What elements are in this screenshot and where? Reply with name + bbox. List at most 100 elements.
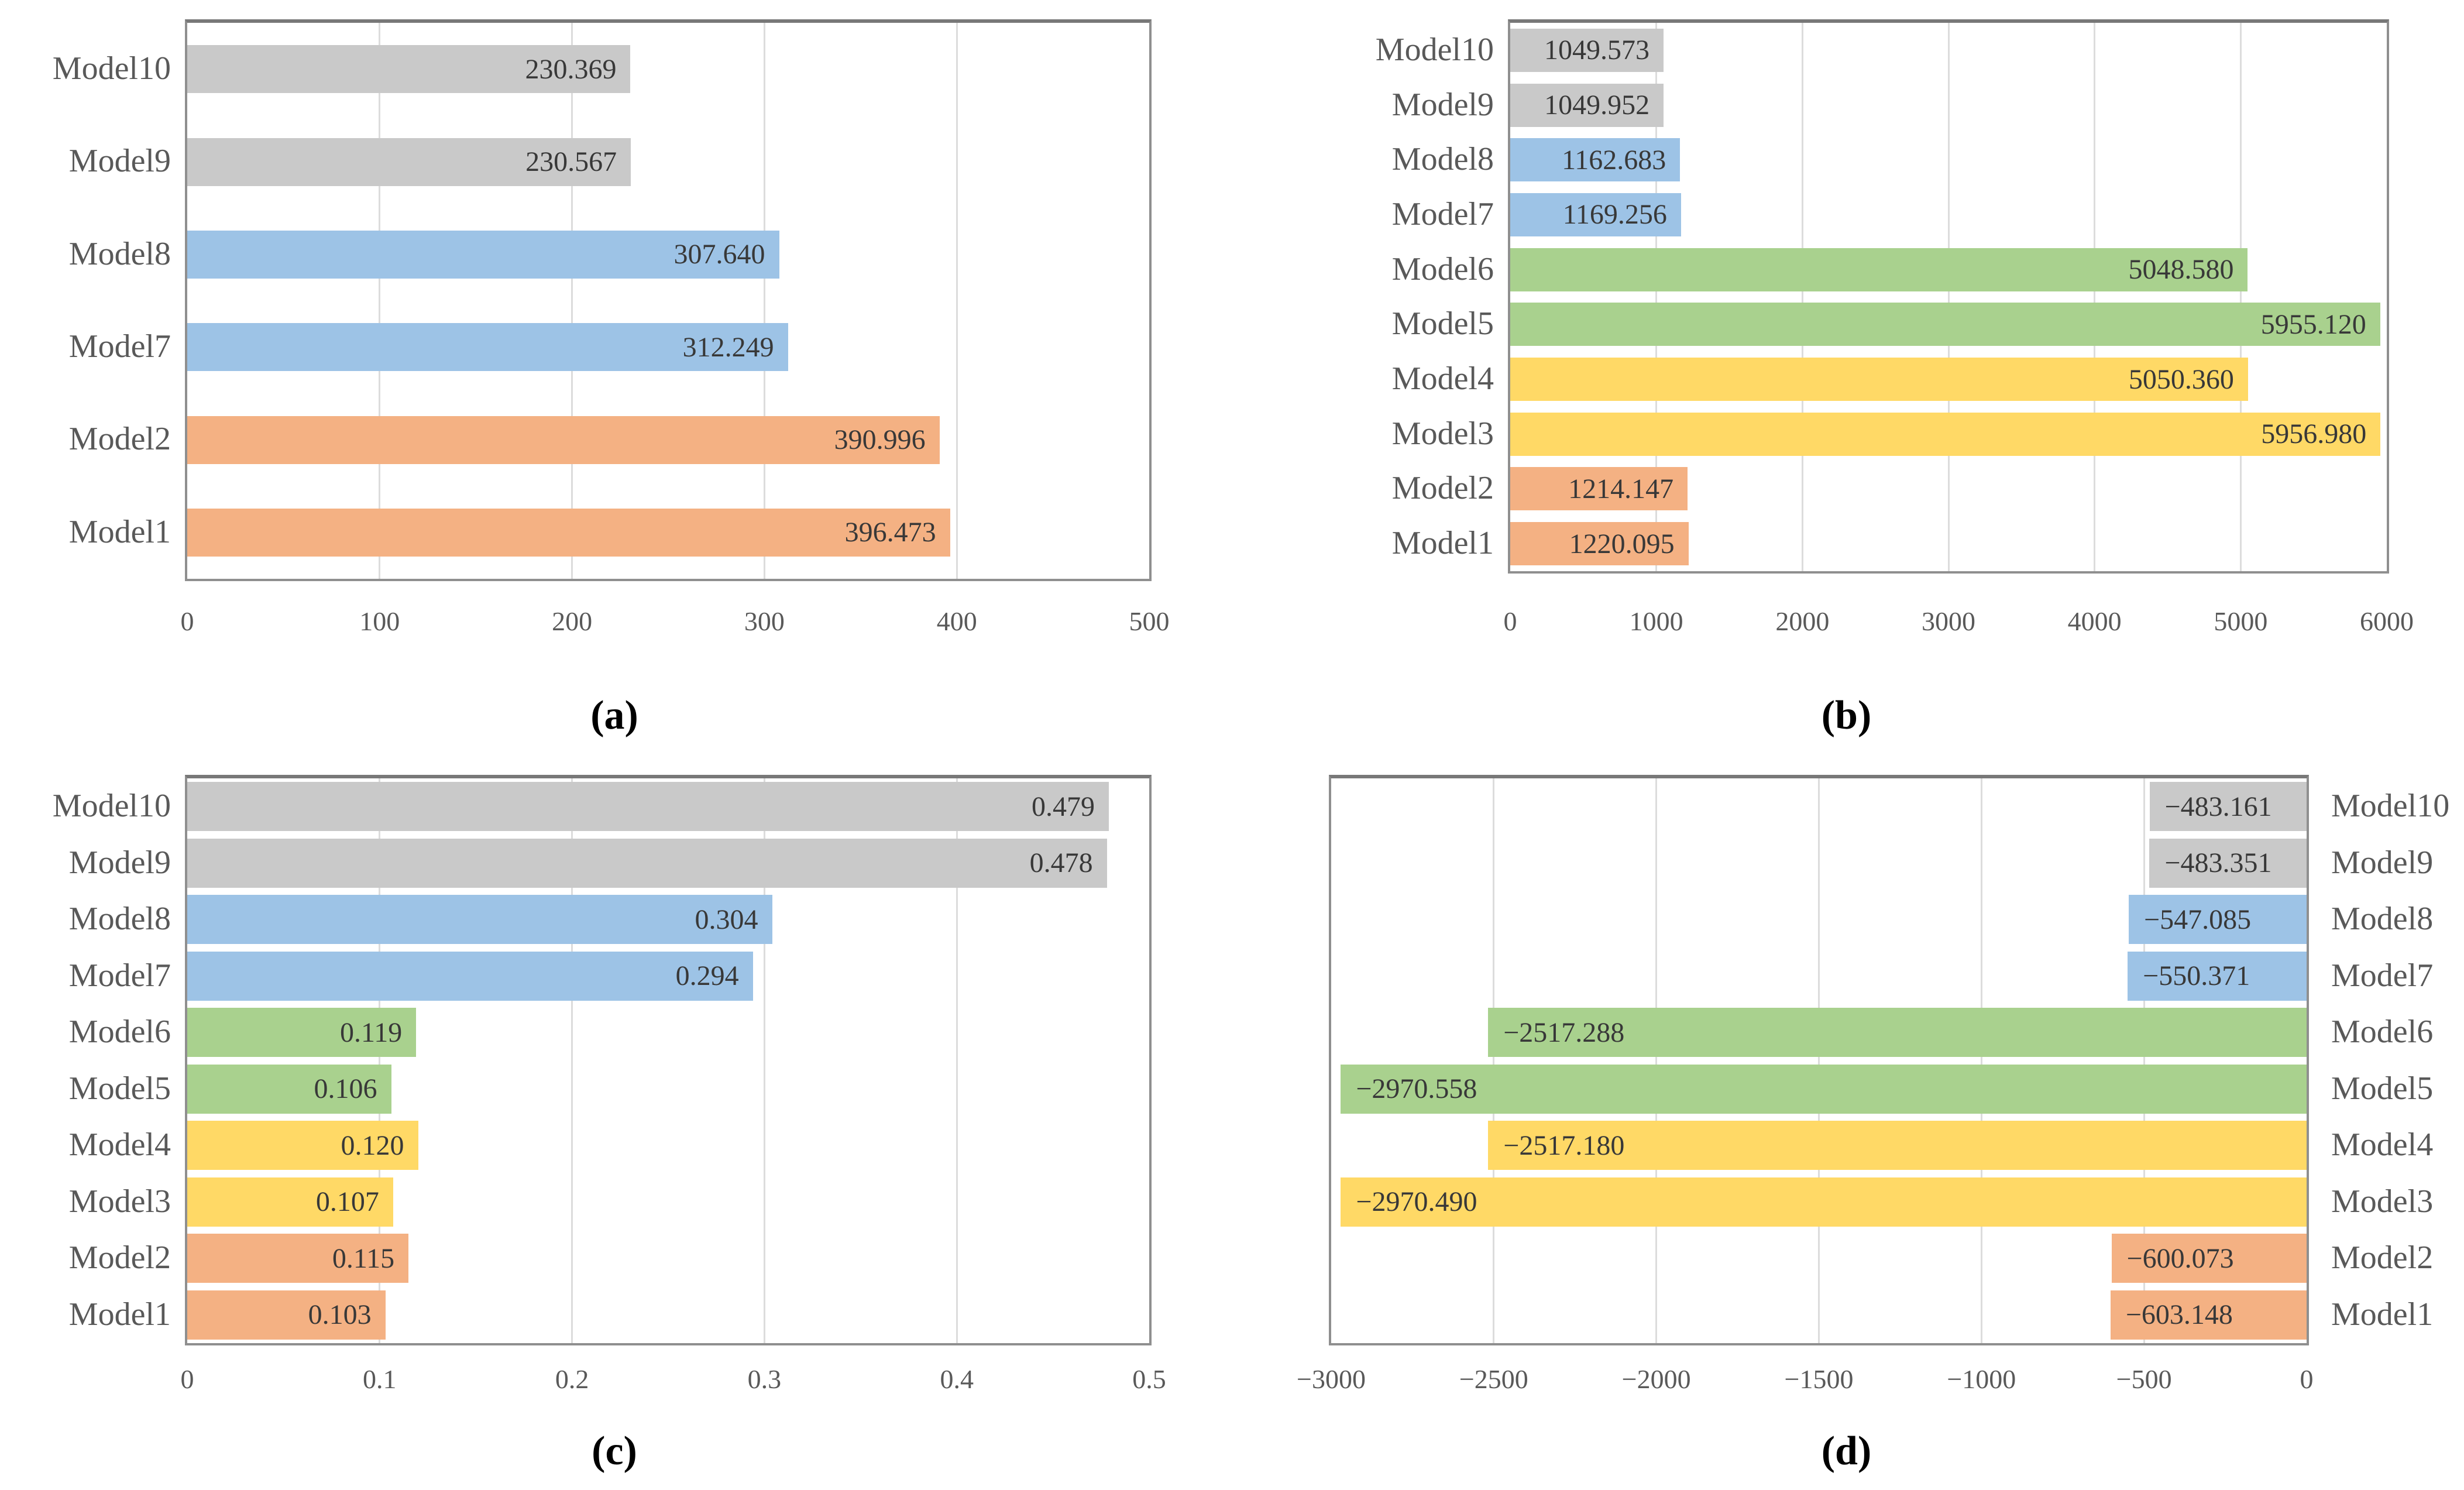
- x-tick-label: −1500: [1784, 1364, 1854, 1394]
- bar-value-label: −2970.490: [1356, 1186, 1477, 1218]
- category-label-text: Model10: [2331, 788, 2450, 825]
- caption-c: (c): [592, 1429, 637, 1474]
- bar: 5955.120: [1510, 303, 2380, 346]
- bar-value-label: 5955.120: [2260, 308, 2366, 340]
- x-tick-label: 3000: [1922, 606, 1975, 636]
- bar-value-label: 230.567: [525, 146, 617, 177]
- bar: 0.120: [187, 1121, 418, 1170]
- category-label: Model9: [8, 115, 171, 207]
- gridline: [763, 778, 765, 1343]
- x-tick-label: 400: [936, 606, 977, 636]
- category-label: Model2: [8, 393, 171, 485]
- category-label-text: Model4: [68, 1127, 171, 1163]
- category-label: Model6: [2331, 1004, 2460, 1060]
- bar: −483.351: [2149, 838, 2307, 888]
- bar-value-label: 0.120: [341, 1129, 404, 1161]
- bar-value-label: −2970.558: [1356, 1073, 1477, 1105]
- bar-value-label: −600.073: [2126, 1242, 2234, 1274]
- bar-value-label: −603.148: [2125, 1299, 2233, 1331]
- category-label: Model5: [1237, 297, 1494, 352]
- bar: 230.369: [187, 45, 631, 94]
- gridline: [1655, 23, 1658, 571]
- x-tick-label: −2500: [1459, 1364, 1528, 1394]
- x-tick-label: 0: [2300, 1364, 2314, 1394]
- category-label: Model5: [2331, 1060, 2460, 1117]
- gridline: [1801, 23, 1803, 571]
- bar: 0.304: [187, 895, 772, 945]
- bar: −547.085: [2129, 895, 2307, 945]
- x-tick-label: 500: [1129, 606, 1170, 636]
- bar: −600.073: [2111, 1234, 2307, 1283]
- category-label: Model4: [2331, 1117, 2460, 1173]
- bar-value-label: 396.473: [844, 517, 936, 548]
- bar-value-label: 0.479: [1031, 791, 1095, 822]
- bar-value-label: 0.107: [315, 1186, 379, 1218]
- gridline: [571, 23, 573, 579]
- gridline: [1655, 778, 1658, 1343]
- category-label-text: Model10: [52, 50, 171, 87]
- category-label-text: Model4: [1391, 361, 1494, 397]
- bar: −603.148: [2110, 1290, 2307, 1340]
- bar: 1162.683: [1510, 138, 1681, 182]
- x-tick-label: 0: [180, 1364, 194, 1394]
- gridline: [379, 23, 381, 579]
- caption-a: (a): [590, 693, 638, 738]
- category-label-text: Model2: [2331, 1240, 2434, 1276]
- x-tick-label: 0: [180, 606, 194, 636]
- category-label-text: Model3: [1391, 415, 1494, 452]
- x-tick-label: 100: [359, 606, 400, 636]
- plot-area-b: 1049.573 1049.952 1162.683 1169.256 5048.580…: [1508, 19, 2389, 574]
- gridline: [2239, 23, 2242, 571]
- category-label: Model9: [2331, 835, 2460, 891]
- gridline: [956, 23, 958, 579]
- category-label: Model2: [2331, 1230, 2460, 1286]
- bar-value-label: 0.304: [695, 904, 758, 935]
- category-label: Model7: [8, 947, 171, 1004]
- x-tick-label: −1000: [1947, 1364, 2016, 1394]
- category-label: Model9: [1237, 77, 1494, 132]
- bar: 0.119: [187, 1008, 417, 1058]
- bar-value-label: 1162.683: [1562, 144, 1666, 176]
- bar: 230.567: [187, 138, 631, 186]
- category-label: Model5: [8, 1060, 171, 1117]
- category-label: Model4: [1237, 351, 1494, 406]
- category-label-text: Model1: [68, 513, 171, 550]
- bar-value-label: 0.106: [314, 1073, 377, 1105]
- gridline: [1947, 23, 1950, 571]
- caption-b: (b): [1821, 693, 1872, 738]
- x-tick-label: 300: [744, 606, 785, 636]
- category-label-text: Model6: [68, 1014, 171, 1050]
- category-label: Model1: [8, 486, 171, 578]
- bar: 390.996: [187, 416, 940, 464]
- gridline: [1980, 778, 1982, 1343]
- bar: 1049.952: [1510, 83, 1664, 127]
- category-label-text: Model7: [2331, 957, 2434, 994]
- category-label: Model8: [8, 891, 171, 947]
- gridline: [571, 778, 573, 1343]
- category-label-text: Model2: [68, 1240, 171, 1276]
- category-label-text: Model6: [1391, 250, 1494, 287]
- bar-value-label: 1220.095: [1569, 528, 1675, 559]
- category-label: Model3: [1237, 406, 1494, 461]
- bar: −2517.180: [1488, 1121, 2307, 1170]
- x-tick-label: 1000: [1629, 606, 1683, 636]
- category-label: Model10: [8, 22, 171, 115]
- category-label: Model6: [1237, 242, 1494, 297]
- gridline: [379, 778, 381, 1343]
- bar: 1220.095: [1510, 522, 1689, 566]
- bar-value-label: 5048.580: [2128, 254, 2234, 286]
- category-label-text: Model9: [2331, 844, 2434, 881]
- category-label: Model6: [8, 1004, 171, 1060]
- bar: 5048.580: [1510, 248, 2248, 291]
- category-label-text: Model2: [68, 421, 171, 458]
- x-tick-label: −500: [2116, 1364, 2172, 1394]
- x-tick-label: 0: [1503, 606, 1517, 636]
- gridline: [1493, 778, 1495, 1343]
- gridline: [763, 23, 765, 579]
- x-tick-label: 5000: [2214, 606, 2268, 636]
- bar: 0.115: [187, 1234, 409, 1283]
- gridline: [956, 778, 958, 1343]
- chart-panel-a: 230.369 230.567 307.640 312.249 390.996 396.4…: [0, 0, 1229, 770]
- bar: 312.249: [187, 323, 788, 372]
- category-label-text: Model3: [68, 1183, 171, 1220]
